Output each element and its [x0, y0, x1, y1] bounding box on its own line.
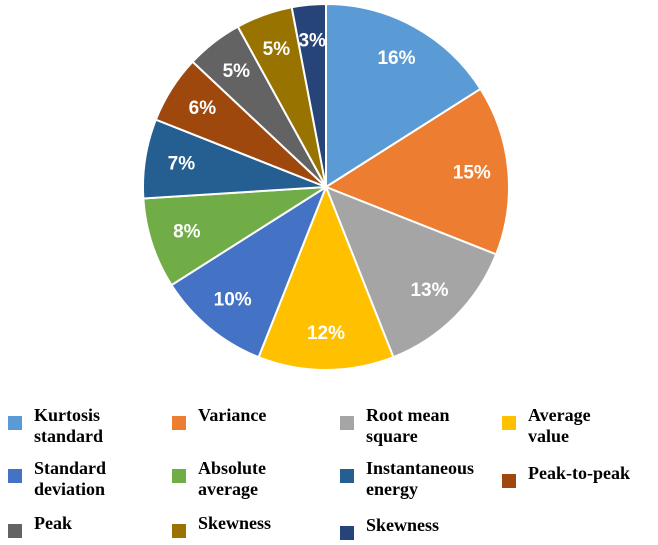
slice-data-label: 15% [453, 163, 491, 184]
pie-slice [324, 185, 498, 359]
legend-label: Skewness [198, 513, 272, 533]
slice-data-label: 3% [298, 31, 326, 52]
legend-swatch [172, 416, 186, 430]
pie-slice [257, 184, 395, 371]
legend-item-skewness-1: Skewness [172, 513, 271, 538]
legend-swatch [172, 524, 186, 538]
legend-swatch [502, 416, 516, 430]
legend-label: Skewness [366, 515, 440, 535]
legend-item-root-mean-square: Root mean square [340, 405, 450, 447]
pie-chart: 16% 15% 13% 12% 10% 8% 7% 6% 5% 5% 3% [142, 2, 510, 371]
legend-label: Root mean square [366, 405, 450, 446]
legend: Kurtosis standard Variance Root mean squar… [0, 398, 658, 545]
slice-data-label: 12% [307, 323, 345, 344]
legend-label: Kurtosis standard [34, 405, 104, 446]
legend-swatch [8, 416, 22, 430]
slice-data-label: 16% [377, 48, 415, 69]
slice-data-label: 7% [168, 154, 196, 175]
legend-item-absolute-average: Absolute average [172, 458, 266, 500]
legend-swatch [8, 524, 22, 538]
slice-data-label: 5% [263, 39, 291, 60]
legend-label: Absolute average [198, 458, 267, 499]
pie-slice [290, 2, 327, 188]
slice-data-label: 13% [410, 280, 448, 301]
pie-slice [170, 184, 329, 359]
legend-label: Variance [198, 405, 267, 425]
legend-swatch [340, 416, 354, 430]
legend-swatch [8, 469, 22, 483]
legend-item-peak: Peak [8, 513, 72, 538]
legend-swatch [172, 469, 186, 483]
legend-item-kurtosis-standard: Kurtosis standard [8, 405, 103, 447]
slice-data-label: 5% [223, 61, 251, 82]
legend-label: Standard deviation [34, 458, 107, 499]
slice-data-label: 10% [214, 289, 252, 310]
legend-item-variance: Variance [172, 405, 266, 430]
legend-label: Average value [528, 405, 591, 446]
legend-item-standard-deviation: Standard deviation [8, 458, 106, 500]
legend-swatch [502, 474, 516, 488]
legend-label: Peak [34, 513, 72, 533]
legend-item-skewness-2: Skewness [340, 515, 439, 540]
legend-item-instantaneous-energy: Instantaneous energy [340, 458, 474, 500]
legend-swatch [340, 469, 354, 483]
legend-label: Instantaneous energy [366, 458, 475, 499]
legend-item-peak-to-peak: Peak-to-peak [502, 463, 630, 488]
slice-data-label: 6% [189, 98, 217, 119]
pie-slice [142, 186, 327, 287]
legend-swatch [340, 526, 354, 540]
legend-label: Peak-to-peak [528, 463, 630, 483]
slice-data-label: 8% [173, 222, 201, 243]
legend-item-average-value: Average value [502, 405, 591, 447]
pie-slice [325, 2, 482, 189]
pie-slice [323, 87, 510, 256]
